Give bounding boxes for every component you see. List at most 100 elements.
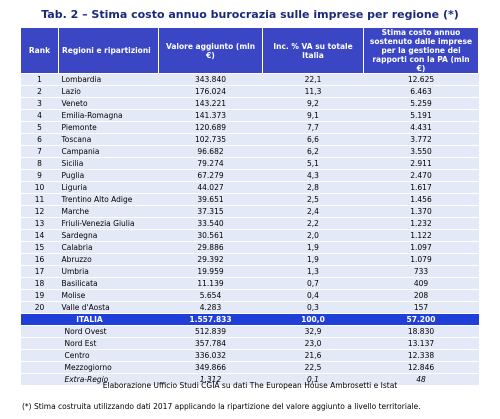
table-cell: 39.651	[158, 193, 263, 206]
table-cell: 3	[20, 97, 59, 110]
table-cell: 20	[20, 301, 59, 314]
table-cell: Mezzogiorno	[20, 361, 159, 374]
table-cell: 5	[20, 121, 59, 134]
table-row: 2 Lazio 176.024 11,3 6.463	[20, 85, 479, 98]
table-title: Tab. 2 – Stima costo annuo burocrazia su…	[41, 8, 459, 21]
table-cell: Piemonte	[58, 121, 159, 134]
table-cell: Basilicata	[58, 277, 159, 290]
table-cell: 1.456	[363, 193, 479, 206]
table-cell: 349.866	[158, 361, 263, 374]
table-cell: 21,6	[262, 349, 364, 362]
table-cell: Campania	[58, 145, 159, 158]
table-cell: 3.550	[363, 145, 479, 158]
table-cell: 6.463	[363, 85, 479, 98]
table-cell: 141.373	[158, 109, 263, 122]
table-body: 1 Lombardia 343.840 22,1 12.625 2 Lazio 176.024…	[20, 73, 479, 386]
table-cell: 32,9	[262, 325, 364, 338]
table-cell: Valle d'Aosta	[58, 301, 159, 314]
table-cell: 48	[363, 373, 479, 386]
table-cell: 12	[20, 205, 59, 218]
table-row: 15 Calabria 29.886 1,9 1.097	[20, 241, 479, 254]
table-cell: 9,1	[262, 109, 364, 122]
table-cell: 1,3	[262, 265, 364, 278]
table-cell: Friuli-Venezia Giulia	[58, 217, 159, 230]
table-cell: 11	[20, 193, 59, 206]
header-row: Rank Regioni e ripartizioni Valore aggiu…	[20, 27, 479, 74]
table-cell: Puglia	[58, 169, 159, 182]
table-cell: 120.689	[158, 121, 263, 134]
table-cell: 11,3	[262, 85, 364, 98]
table-cell: ITALIA	[20, 313, 159, 326]
table-cell: 57.200	[363, 313, 479, 326]
table-cell: Nord Ovest	[20, 325, 159, 338]
table-cell: 0,3	[262, 301, 364, 314]
header-cell: Regioni e ripartizioni	[58, 27, 159, 74]
header-cell: Rank	[20, 27, 59, 74]
table-cell: 512.839	[158, 325, 263, 338]
table-cell: 5.259	[363, 97, 479, 110]
table-cell: 12.625	[363, 73, 479, 86]
table-cell: 1.232	[363, 217, 479, 230]
table-cell: 4	[20, 109, 59, 122]
table-cell: 33.540	[158, 217, 263, 230]
table-cell: 409	[363, 277, 479, 290]
table-cell: 19.959	[158, 265, 263, 278]
table-row: 14 Sardegna 30.561 2,0 1.122	[20, 229, 479, 242]
table-cell: 29.886	[158, 241, 263, 254]
area-row: Mezzogiorno 349.866 22,5 12.846	[20, 361, 479, 374]
table-cell: Lazio	[58, 85, 159, 98]
table-cell: 4,3	[262, 169, 364, 182]
table-cell: 12.338	[363, 349, 479, 362]
table-cell: 208	[363, 289, 479, 302]
table-cell: 5.654	[158, 289, 263, 302]
table-cell: Sardegna	[58, 229, 159, 242]
table-cell: 96.682	[158, 145, 263, 158]
table-cell: 1.122	[363, 229, 479, 242]
table-cell: 18.830	[363, 325, 479, 338]
table-cell: Abruzzo	[58, 253, 159, 266]
table-cell: 67.279	[158, 169, 263, 182]
table-row: 16 Abruzzo 29.392 1,9 1.079	[20, 253, 479, 266]
table-cell: 343.840	[158, 73, 263, 86]
table-cell: Trentino Alto Adige	[58, 193, 159, 206]
source: Elaborazione Ufficio Studi CGIA su dati …	[102, 381, 398, 390]
area-row: Nord Est 357.784 23,0 13.137	[20, 337, 479, 350]
table-cell: 0,7	[262, 277, 364, 290]
table-row: 6 Toscana 102.735 6,6 3.772	[20, 133, 479, 146]
table-cell: 1	[20, 73, 59, 86]
table-cell: 336.032	[158, 349, 263, 362]
table-cell: 29.392	[158, 253, 263, 266]
note: (*) Stima costruita utilizzando dati 201…	[22, 402, 421, 411]
table-cell: Extra-Regio	[20, 373, 159, 386]
table-row: 8 Sicilia 79.274 5,1 2.911	[20, 157, 479, 170]
header-cell: Valore aggiunto (mln €)	[158, 27, 263, 74]
table-row: 1 Lombardia 343.840 22,1 12.625	[20, 73, 479, 86]
table-cell: 4.431	[363, 121, 479, 134]
table-cell: 176.024	[158, 85, 263, 98]
table-cell: 143.221	[158, 97, 263, 110]
table-cell: 102.735	[158, 133, 263, 146]
table-cell: 1.617	[363, 181, 479, 194]
area-row: Nord Ovest 512.839 32,9 18.830	[20, 325, 479, 338]
table-cell: 22,1	[262, 73, 364, 86]
header-cell: Inc. % VA su totale Italia	[262, 27, 364, 74]
table-cell: 16	[20, 253, 59, 266]
table-row: 4 Emilia-Romagna 141.373 9,1 5.191	[20, 109, 479, 122]
total-row: ITALIA 1.557.833 100,0 57.200	[20, 313, 479, 326]
table-cell: 1.557.833	[158, 313, 263, 326]
table-cell: Calabria	[58, 241, 159, 254]
area-row: Extra-Regio 1.312 0,1 48	[20, 373, 479, 386]
table-cell: 0,4	[262, 289, 364, 302]
table-cell: 2,4	[262, 205, 364, 218]
table-cell: Toscana	[58, 133, 159, 146]
table-cell: 79.274	[158, 157, 263, 170]
table-cell: 100,0	[262, 313, 364, 326]
table-cell: 18	[20, 277, 59, 290]
table-cell: 7,7	[262, 121, 364, 134]
table-row: 11 Trentino Alto Adige 39.651 2,5 1.456	[20, 193, 479, 206]
table-row: 3 Veneto 143.221 9,2 5.259	[20, 97, 479, 110]
table-cell: 6,6	[262, 133, 364, 146]
header-cell: Stima costo annuo sostenuto dalle impres…	[363, 27, 479, 74]
table-cell: 1,9	[262, 241, 364, 254]
